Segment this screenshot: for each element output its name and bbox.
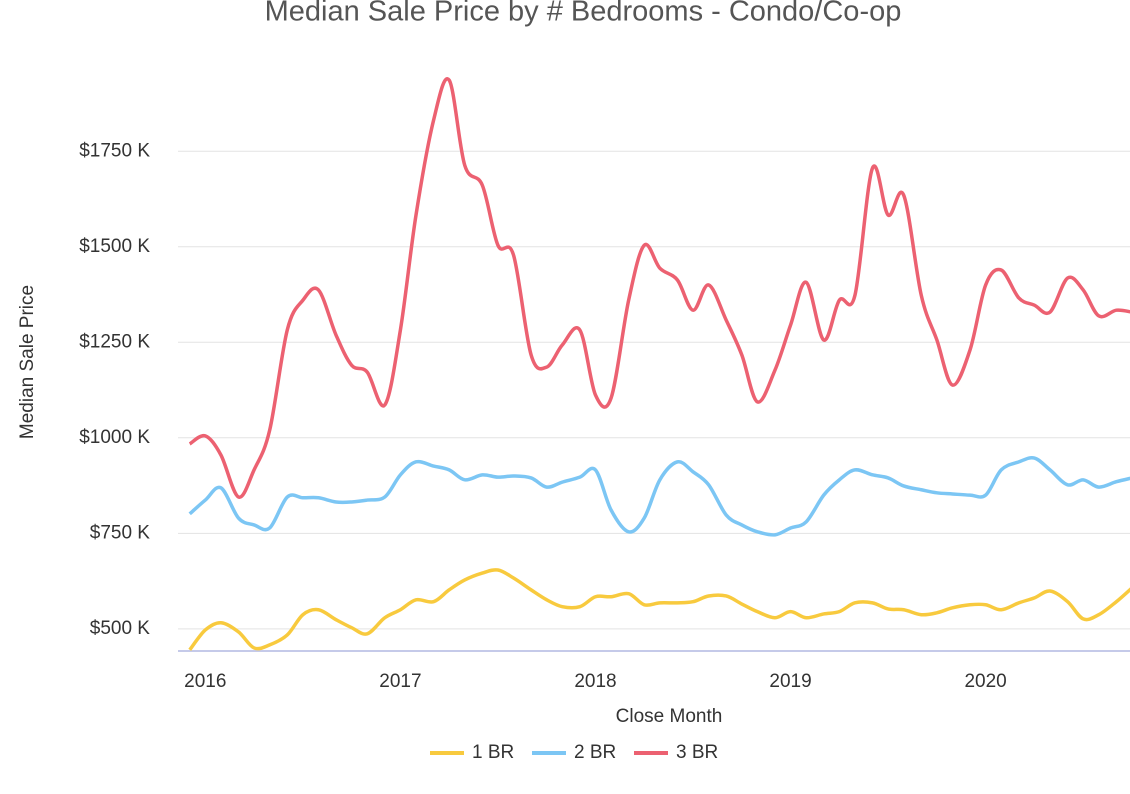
series-line bbox=[188, 455, 1130, 537]
legend-label: 1 BR bbox=[472, 742, 514, 763]
series-line bbox=[188, 568, 1130, 651]
y-tick-label: $1250 K bbox=[79, 331, 150, 352]
y-axis-label: Median Sale Price bbox=[17, 285, 38, 439]
x-tick-label: 2016 bbox=[184, 671, 226, 692]
x-tick-label: 2020 bbox=[964, 671, 1006, 692]
chart-title: Median Sale Price by # Bedrooms - Condo/… bbox=[265, 0, 902, 28]
y-tick-label: $1000 K bbox=[79, 427, 150, 448]
legend-label: 3 BR bbox=[676, 742, 718, 763]
x-tick-label: 2017 bbox=[379, 671, 421, 692]
y-tick-label: $500 K bbox=[90, 618, 151, 639]
x-tick-label: 2019 bbox=[769, 671, 811, 692]
y-tick-label: $750 K bbox=[90, 522, 151, 543]
x-tick-label: 2018 bbox=[574, 671, 616, 692]
y-tick-label: $1500 K bbox=[79, 236, 150, 257]
x-axis-label: Close Month bbox=[616, 706, 723, 727]
series-line bbox=[188, 77, 1130, 499]
legend-label: 2 BR bbox=[574, 742, 616, 763]
y-tick-label: $1750 K bbox=[79, 140, 150, 161]
